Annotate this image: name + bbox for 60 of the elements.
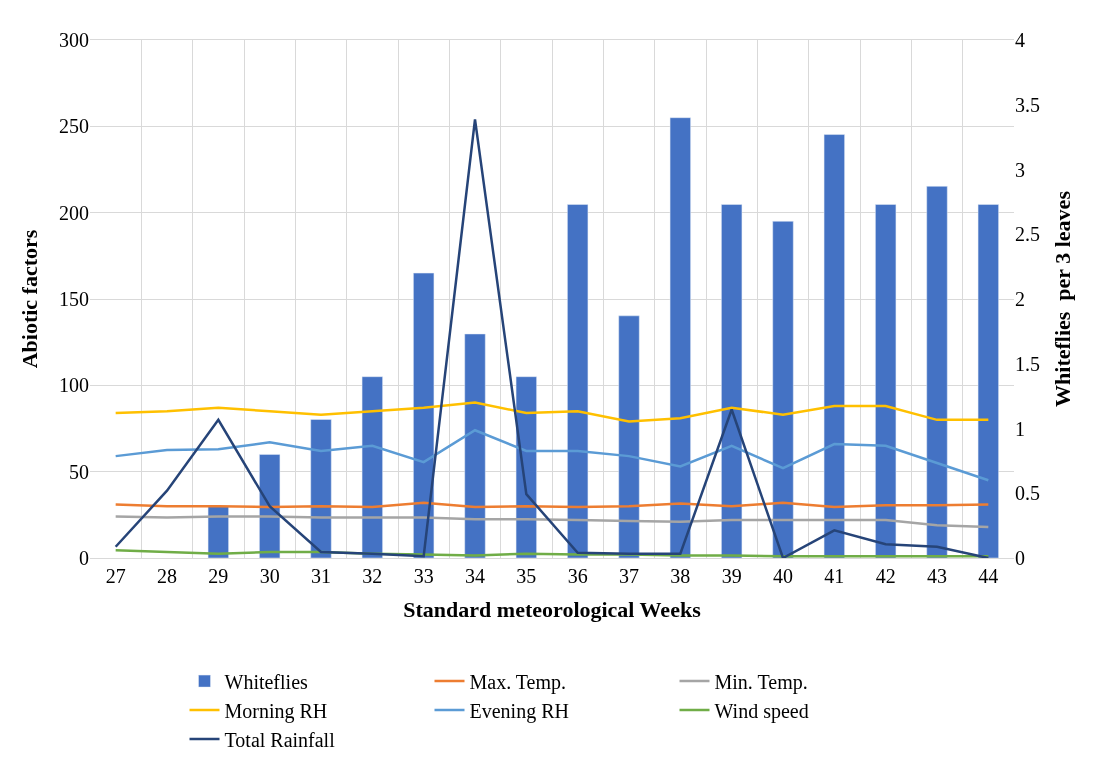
bar [618, 315, 640, 558]
bar [464, 333, 486, 558]
bar [977, 204, 999, 558]
x-tick-label: 35 [516, 565, 537, 587]
y2-tick-label: 2.5 [1015, 223, 1040, 246]
x-tick-label: 41 [824, 565, 845, 587]
line-series [114, 118, 990, 558]
y2-tick-label: 3 [1015, 158, 1025, 181]
x-tick-label: 27 [105, 565, 126, 587]
y2-axis-title: Whiteflies per 3 leaves [1049, 190, 1075, 407]
bar [361, 376, 383, 558]
bar [567, 204, 589, 558]
y-tick-label: 0 [79, 547, 89, 569]
legend-label: Min. Temp. [714, 670, 808, 694]
legend-label: Wind speed [714, 699, 809, 723]
line-series [114, 515, 990, 529]
x-tick-label: 31 [311, 565, 331, 587]
x-tick-label: 28 [157, 565, 177, 587]
y-tick-label: 150 [59, 288, 89, 310]
bar [669, 117, 691, 558]
y-tick-label: 100 [59, 374, 89, 397]
y-tick-label: 250 [59, 115, 89, 138]
y2-tick-label: 0.5 [1015, 482, 1040, 505]
bar [926, 186, 948, 558]
x-tick-label: 36 [567, 565, 588, 587]
y2-tick-label: 3.5 [1015, 93, 1040, 116]
y2-tick-label: 0 [1015, 547, 1025, 569]
y-tick-label: 200 [59, 201, 89, 224]
y2-tick-label: 1.5 [1015, 352, 1040, 375]
x-tick-label: 32 [362, 565, 383, 587]
x-tick-label: 38 [670, 565, 691, 587]
y-tick-label: 50 [69, 460, 89, 483]
legend-label: Morning RH [224, 699, 328, 723]
line-series [114, 401, 990, 423]
x-tick-label: 37 [619, 565, 639, 587]
y2-tick-label: 1 [1015, 417, 1025, 440]
x-tick-label: 29 [208, 565, 229, 587]
x-tick-label: 43 [927, 565, 947, 587]
x-axis-title: Standard meteorological Weeks [403, 596, 702, 622]
y2-tick-label: 4 [1015, 29, 1025, 51]
bar [310, 419, 332, 558]
x-tick-label: 40 [773, 565, 793, 587]
bar [721, 204, 743, 558]
y-tick-label: 300 [59, 29, 89, 51]
legend-label: Evening RH [469, 699, 569, 723]
y-axis-title: Abiotic factors [16, 229, 42, 369]
legend-label: Whiteflies [224, 670, 309, 693]
bar [875, 204, 897, 558]
x-tick-label: 42 [875, 565, 896, 587]
bar [772, 221, 794, 558]
bar [823, 134, 845, 558]
legend-label: Max. Temp. [469, 670, 567, 694]
x-tick-label: 44 [978, 565, 999, 587]
x-tick-label: 39 [721, 565, 742, 587]
x-tick-label: 34 [465, 565, 485, 587]
legend-label: Total Rainfall [224, 728, 336, 751]
y2-tick-label: 2 [1015, 288, 1025, 310]
x-tick-label: 33 [413, 565, 434, 587]
x-tick-label: 30 [259, 565, 280, 587]
line-series [114, 428, 990, 482]
